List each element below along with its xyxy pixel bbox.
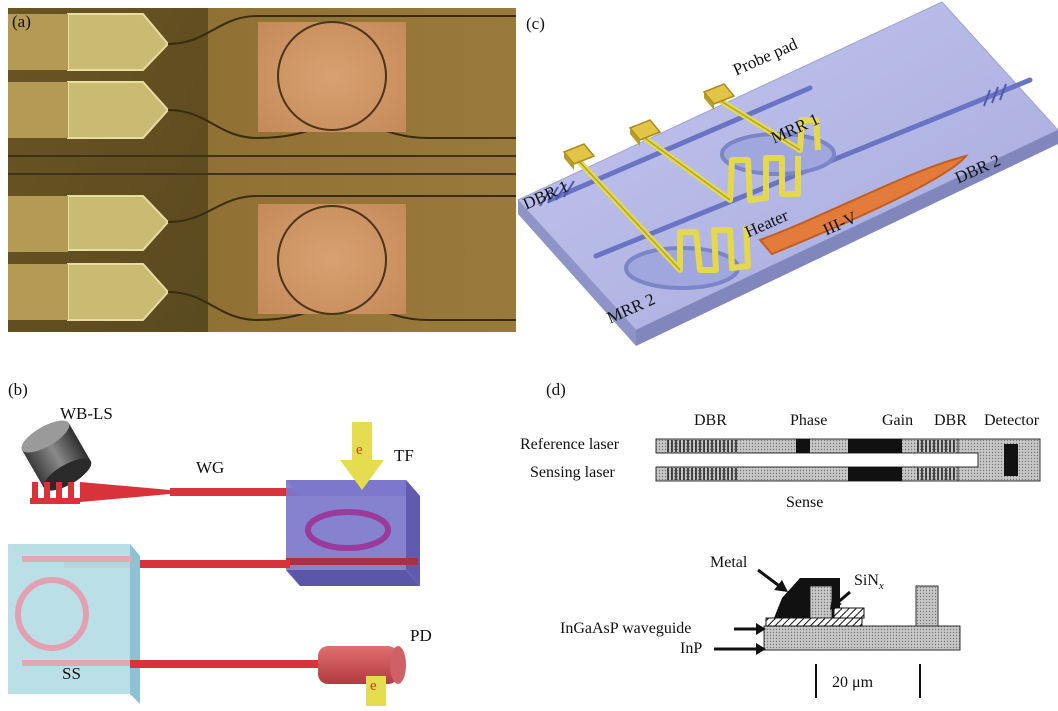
panel-d: (d) DBR Phase Gain DBR Detector Referenc… — [520, 364, 1058, 706]
label-scale: 20 μm — [832, 674, 874, 691]
panel-c-label: (c) — [526, 14, 545, 33]
panel-d-label: (d) — [546, 380, 566, 399]
label-wb-ls: WB-LS — [60, 404, 113, 423]
label-sinx-sub: x — [878, 580, 884, 593]
label-sensing-laser: Sensing laser — [530, 464, 615, 481]
label-pd: PD — [410, 626, 432, 645]
label-dbr-right: DBR — [934, 412, 967, 429]
label-detector: Detector — [984, 412, 1040, 429]
panel-b-schematic — [8, 420, 420, 711]
label-gain: Gain — [882, 412, 914, 429]
label-ss: SS — [62, 664, 81, 683]
panel-c-chip — [517, 1, 1058, 346]
label-sinx-base: SiN — [854, 572, 879, 589]
label-metal: Metal — [710, 554, 748, 571]
label-inp: InP — [680, 640, 703, 657]
panel-a: (a) — [8, 8, 516, 332]
panel-c: (c) Probe pad MRR 1 DBR 1 Heater III-V D… — [510, 0, 1058, 360]
label-phase: Phase — [790, 412, 828, 429]
label-dbr-left: DBR — [694, 412, 727, 429]
panel-a-micrograph — [8, 8, 516, 332]
panel-b-label: (b) — [8, 380, 28, 399]
label-reference-laser: Reference laser — [520, 436, 620, 453]
electron-out: e — [370, 678, 377, 694]
electron-in: e — [356, 442, 363, 458]
label-ingaasp: InGaAsP waveguide — [560, 620, 692, 637]
panel-a-label: (a) — [12, 12, 31, 31]
label-wg: WG — [196, 458, 225, 477]
wb-ls-source — [21, 420, 92, 491]
panel-d-laser-diagram — [655, 438, 1041, 698]
panel-b: (b) WB-LS WG TF SS PD e e — [0, 364, 520, 711]
label-tf: TF — [394, 446, 414, 465]
label-sinx: SiNx — [854, 572, 884, 592]
label-sense: Sense — [786, 494, 824, 511]
